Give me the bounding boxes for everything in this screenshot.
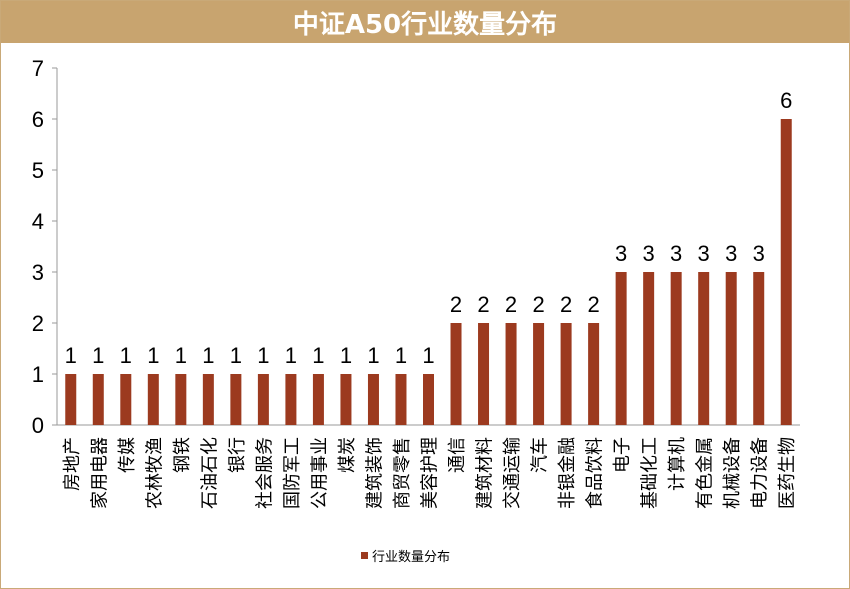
y-tick-label: 7 — [32, 56, 44, 81]
category-label: 医药生物 — [777, 437, 798, 509]
bar — [505, 323, 517, 425]
bar — [450, 323, 462, 425]
y-tick-label: 0 — [32, 413, 44, 438]
chart-title: 中证A50行业数量分布 — [292, 9, 558, 40]
bar — [753, 272, 765, 425]
bar — [478, 323, 490, 425]
title-bar: 中证A50行业数量分布 — [1, 1, 849, 43]
bars — [65, 119, 792, 425]
bar — [92, 374, 104, 425]
y-tick-label: 3 — [32, 260, 44, 285]
y-tick-label: 5 — [32, 158, 44, 183]
bar — [615, 272, 627, 425]
category-label: 石油石化 — [199, 437, 220, 509]
bar — [202, 374, 214, 425]
category-label: 社会服务 — [254, 437, 275, 509]
bar — [725, 272, 737, 425]
data-label: 1 — [395, 343, 407, 368]
bar — [560, 323, 572, 425]
bar — [230, 374, 242, 425]
category-label: 银行 — [227, 437, 248, 473]
category-label: 家用电器 — [89, 437, 110, 509]
bar — [533, 323, 545, 425]
bar — [65, 374, 77, 425]
data-label: 1 — [147, 343, 159, 368]
category-label: 建筑材料 — [475, 437, 496, 509]
category-label: 建筑装饰 — [364, 437, 385, 509]
data-label: 2 — [587, 292, 599, 317]
category-label: 非银金融 — [557, 437, 578, 509]
category-label: 煤炭 — [337, 437, 358, 473]
data-label: 1 — [65, 343, 77, 368]
category-label: 农林牧渔 — [144, 437, 165, 509]
data-label: 1 — [340, 343, 352, 368]
legend-label: 行业数量分布 — [372, 550, 450, 565]
bar — [285, 374, 297, 425]
data-label: 1 — [257, 343, 269, 368]
category-label: 有色金属 — [695, 437, 716, 509]
data-label: 1 — [285, 343, 297, 368]
legend-swatch — [361, 552, 368, 559]
bar — [588, 323, 600, 425]
data-label: 3 — [615, 241, 627, 266]
data-label: 3 — [643, 241, 655, 266]
y-tick-label: 6 — [32, 107, 44, 132]
data-label: 3 — [753, 241, 765, 266]
category-label: 食品饮料 — [585, 437, 606, 509]
legend: 行业数量分布 — [361, 550, 450, 565]
bar — [340, 374, 352, 425]
data-label: 1 — [230, 343, 242, 368]
data-label: 1 — [175, 343, 187, 368]
bar — [312, 374, 324, 425]
bar — [367, 374, 379, 425]
category-label: 基础化工 — [640, 437, 661, 509]
data-label: 3 — [698, 241, 710, 266]
data-labels: 1 1 1 1 1 1 1 1 1 1 1 1 1 12 2 2 2 2 23 3 3 3 3 36 — [65, 88, 793, 368]
category-label: 交通运输 — [502, 437, 523, 509]
bar — [670, 272, 682, 425]
bar — [780, 119, 792, 425]
bar — [120, 374, 132, 425]
bar — [257, 374, 269, 425]
category-label: 公用事业 — [309, 437, 330, 509]
y-tick-label: 4 — [32, 209, 44, 234]
bar — [698, 272, 710, 425]
category-label: 通信 — [447, 437, 468, 473]
category-label: 电力设备 — [750, 437, 771, 509]
data-label: 1 — [92, 343, 104, 368]
category-label: 美容护理 — [420, 437, 441, 509]
category-label: 电子 — [612, 437, 633, 473]
bar — [175, 374, 187, 425]
bar — [643, 272, 655, 425]
y-tick-label: 2 — [32, 311, 44, 336]
data-label: 2 — [477, 292, 489, 317]
category-label: 汽车 — [530, 437, 551, 473]
data-label: 2 — [532, 292, 544, 317]
category-label: 机械设备 — [722, 437, 743, 509]
category-label: 钢铁 — [172, 437, 193, 473]
bar — [147, 374, 159, 425]
y-tick-label: 1 — [32, 362, 44, 387]
data-label: 1 — [202, 343, 214, 368]
category-label: 商贸零售 — [392, 437, 413, 509]
category-labels: 房地产 家用电器 传媒 农林牧渔 钢铁 石油石化 银行 社会服务 国防军工 公用事业 煤炭 建筑装饰商… — [62, 437, 798, 509]
data-label: 3 — [670, 241, 682, 266]
data-label: 1 — [422, 343, 434, 368]
category-label: 房地产 — [62, 437, 83, 491]
data-label: 3 — [725, 241, 737, 266]
bar — [395, 374, 407, 425]
data-label: 2 — [560, 292, 572, 317]
category-label: 计算机 — [667, 437, 688, 491]
data-label: 2 — [450, 292, 462, 317]
category-label: 传媒 — [117, 437, 138, 473]
data-label: 1 — [312, 343, 324, 368]
data-label: 1 — [367, 343, 379, 368]
data-label: 6 — [780, 88, 792, 113]
data-label: 2 — [505, 292, 517, 317]
category-label: 国防军工 — [282, 437, 303, 509]
bar — [423, 374, 434, 425]
data-label: 1 — [120, 343, 132, 368]
